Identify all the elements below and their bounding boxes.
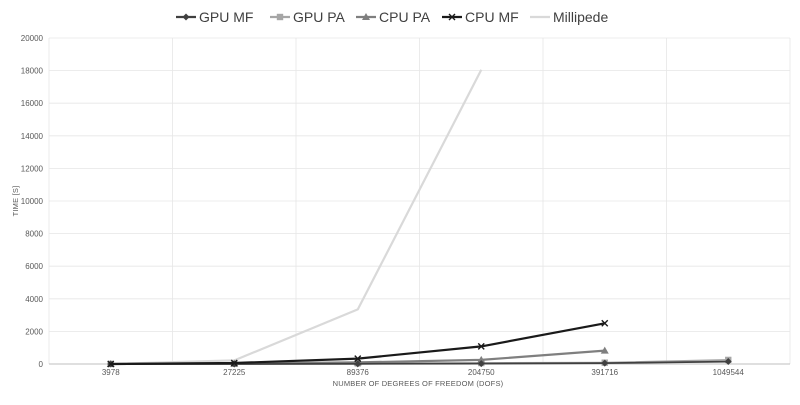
legend: GPU MF GPU PA CPU PA CPU MF Millipede — [176, 9, 608, 25]
x-tick-label: 27225 — [223, 368, 246, 377]
legend-label-cpu-pa: CPU PA — [379, 9, 431, 25]
cpu-mf-marker — [601, 319, 609, 327]
cpu-pa-marker — [477, 355, 486, 363]
series-line-millipede — [110, 69, 483, 366]
y-tick-label: 2000 — [25, 327, 43, 336]
y-tick-label: 16000 — [21, 99, 44, 108]
gpu-mf-marker — [724, 358, 732, 366]
series-cpu-mf — [107, 319, 609, 368]
cpu-mf-marker — [354, 355, 362, 363]
legend-item-millipede: Millipede — [530, 9, 608, 25]
y-tick-label: 20000 — [21, 34, 44, 43]
legend-cpu-pa-marker — [362, 13, 370, 20]
y-tick-label: 18000 — [21, 67, 44, 76]
y-tick-label: 12000 — [21, 164, 44, 173]
cpu-mf-marker — [230, 359, 238, 367]
x-tick-label: 3978 — [102, 368, 120, 377]
legend-gpu-mf-marker — [182, 13, 190, 21]
gpu-mf-marker — [601, 359, 609, 367]
legend-item-gpu-mf: GPU MF — [176, 9, 253, 25]
y-tick-label: 14000 — [21, 132, 44, 141]
gridlines — [48, 37, 791, 364]
x-tick-label: 1049544 — [713, 368, 745, 377]
y-tick-label: 6000 — [25, 262, 43, 271]
cpu-pa-marker — [600, 346, 609, 354]
y-axis-title: TIME [S] — [11, 186, 20, 217]
y-tick-label: 8000 — [25, 230, 43, 239]
legend-item-gpu-pa: GPU PA — [270, 9, 346, 25]
cpu-mf-marker — [477, 342, 485, 350]
series-lines — [106, 69, 732, 368]
legend-item-cpu-mf: CPU MF — [442, 9, 519, 25]
legend-label-cpu-mf: CPU MF — [465, 9, 519, 25]
axes: 0 2000 4000 6000 8000 10000 12000 14000 16000 180… — [21, 34, 790, 377]
x-tick-label: 89376 — [347, 368, 370, 377]
x-axis-title: NUMBER OF DEGREES OF FREEDOM (DOFS) — [333, 379, 504, 388]
y-tick-label: 4000 — [25, 295, 43, 304]
legend-cpu-mf-marker — [448, 13, 456, 21]
legend-item-cpu-pa: CPU PA — [356, 9, 431, 25]
legend-label-millipede: Millipede — [553, 9, 608, 25]
x-tick-label: 391716 — [591, 368, 618, 377]
legend-label-gpu-pa: GPU PA — [293, 9, 346, 25]
gpu-mf-marker — [477, 360, 485, 368]
legend-gpu-pa-marker — [276, 13, 284, 21]
gpu-mf-marker — [354, 360, 362, 368]
series-millipede — [110, 69, 483, 366]
y-tick-label: 0 — [39, 360, 44, 369]
x-tick-label: 204750 — [468, 368, 495, 377]
legend-label-gpu-mf: GPU MF — [199, 9, 253, 25]
cpu-mf-marker — [107, 360, 115, 368]
y-tick-label: 10000 — [21, 197, 44, 206]
